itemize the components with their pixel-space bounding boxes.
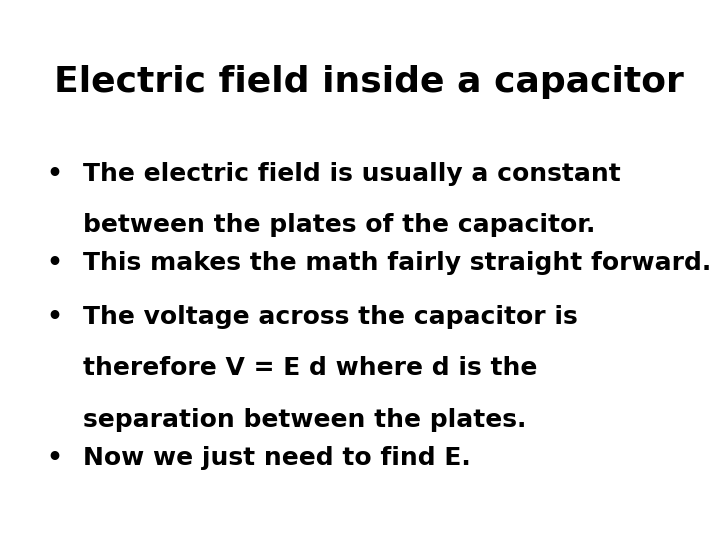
Text: The voltage across the capacitor is: The voltage across the capacitor is — [83, 305, 577, 329]
Text: Now we just need to find E.: Now we just need to find E. — [83, 446, 471, 469]
Text: •: • — [47, 162, 63, 186]
Text: •: • — [47, 446, 63, 469]
Text: •: • — [47, 251, 63, 275]
Text: This makes the math fairly straight forward.: This makes the math fairly straight forw… — [83, 251, 711, 275]
Text: therefore V = E d where d is the: therefore V = E d where d is the — [83, 356, 537, 380]
Text: The electric field is usually a constant: The electric field is usually a constant — [83, 162, 621, 186]
Text: Electric field inside a capacitor: Electric field inside a capacitor — [54, 65, 684, 99]
Text: separation between the plates.: separation between the plates. — [83, 408, 526, 431]
Text: between the plates of the capacitor.: between the plates of the capacitor. — [83, 213, 595, 237]
Text: •: • — [47, 305, 63, 329]
